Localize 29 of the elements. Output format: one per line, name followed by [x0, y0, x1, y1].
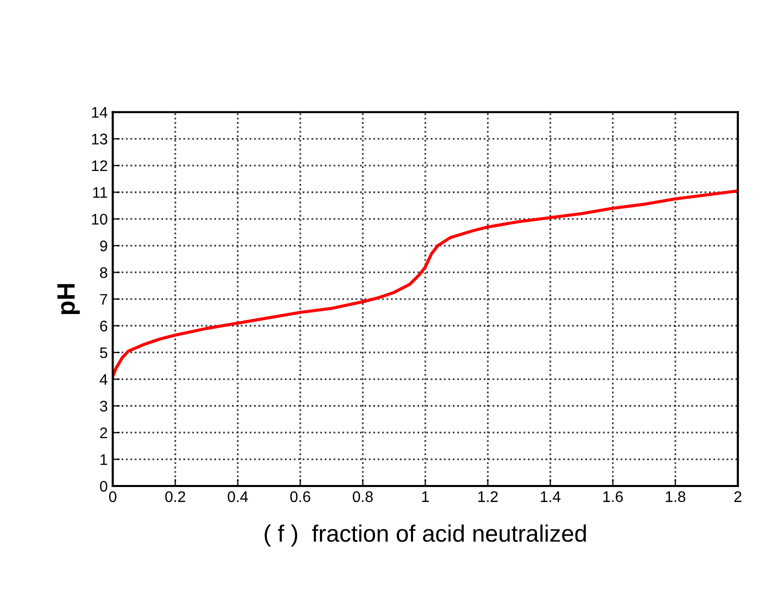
- y-tick-label: 6: [100, 320, 108, 332]
- y-tick-label: 3: [100, 400, 108, 412]
- x-tick-label: 1.4: [540, 491, 560, 502]
- x-tick-label: 1: [422, 491, 429, 502]
- y-tick-label: 14: [92, 107, 108, 118]
- y-tick-label: 5: [100, 348, 108, 358]
- x-tick-label: 2: [734, 491, 742, 502]
- x-tick-label: 0.2: [165, 491, 186, 502]
- x-tick-label: 0: [109, 491, 116, 502]
- y-tick-label: 8: [100, 267, 108, 278]
- y-tick-label: 13: [92, 134, 108, 145]
- x-tick-label: 0.6: [290, 491, 310, 502]
- y-tick-label: 10: [92, 214, 108, 225]
- x-tick-label: 0.4: [228, 491, 248, 502]
- y-tick-label: 7: [100, 294, 108, 305]
- line-series: [112, 189, 738, 378]
- y-tick-label: 1: [100, 454, 108, 465]
- y-tick-label: 9: [100, 240, 108, 252]
- y-tick-label: 12: [92, 160, 108, 172]
- x-tick-label: 1.2: [478, 491, 498, 502]
- x-tick-label: 1.6: [603, 491, 623, 502]
- x-tick-label: 1.8: [666, 491, 686, 502]
- x-axis-title: ( f ) fraction of acid neutralized: [264, 524, 586, 547]
- y-tick-label: 4: [100, 374, 108, 385]
- y-tick-label: 0: [100, 480, 108, 492]
- x-tick-label: 0.8: [352, 491, 373, 502]
- y-tick-label: 2: [100, 427, 108, 438]
- y-tick-label: 11: [93, 187, 108, 198]
- y-axis-title: pH: [57, 284, 80, 314]
